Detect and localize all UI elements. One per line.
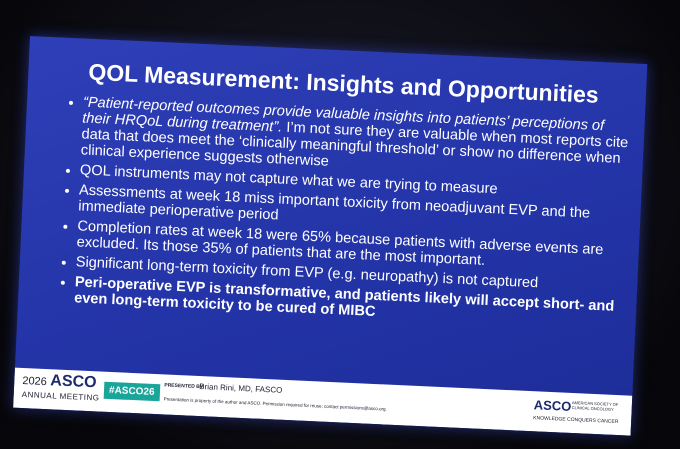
presenter: Brian Rini, MD, FASCO xyxy=(199,382,283,395)
tagline: KNOWLEDGE CONQUERS CANCER xyxy=(533,415,619,426)
year: 2026 xyxy=(22,375,48,389)
brand: ASCO xyxy=(49,372,97,392)
slide: QOL Measurement: Insights and Opportunit… xyxy=(13,36,648,436)
logo: ASCO xyxy=(533,397,572,414)
notice: Presentation is property of the author a… xyxy=(163,396,387,412)
hashtag: #ASCO26 xyxy=(103,381,160,402)
bullet-list: “Patient-reported outcomes provide valua… xyxy=(56,94,631,335)
society: AMERICAN SOCIETY OF CLINICAL ONCOLOGY xyxy=(571,399,619,412)
